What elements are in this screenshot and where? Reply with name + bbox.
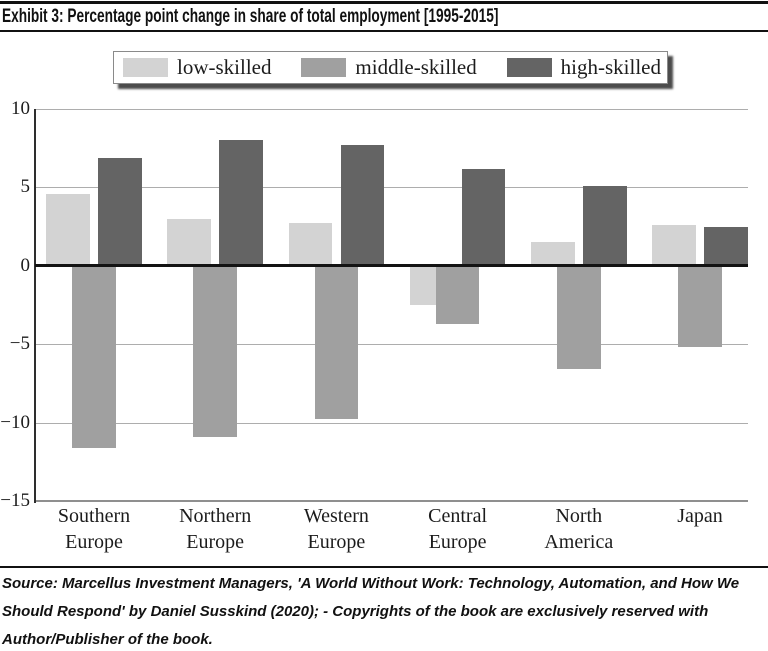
source-line: Source: Marcellus Investment Managers, '… [2, 575, 740, 592]
bar-low-skilled-northern-europe [167, 218, 211, 266]
y-tick-label: −10 [0, 411, 30, 433]
bar-high-skilled-western-europe [340, 145, 385, 266]
legend-item-middle-skilled: middle-skilled [301, 55, 477, 79]
bar-middle-skilled-central-europe [435, 265, 480, 324]
legend-label-high-skilled: high-skilled [560, 55, 661, 79]
bar-low-skilled-western-europe [288, 223, 333, 266]
bar-middle-skilled-japan [678, 265, 722, 348]
chart-legend: low-skilled middle-skilled high-skilled [113, 51, 668, 84]
x-category-label: Southern Europe [57, 505, 131, 553]
gridline [35, 108, 748, 110]
source-line: Author/Publisher of the book. [2, 631, 213, 648]
x-category-label: Western Europe [303, 505, 369, 553]
top-rule [0, 1, 768, 4]
y-tick-label: 0 [20, 254, 31, 276]
bar-low-skilled-southern-europe [46, 193, 90, 266]
zero-axis-line [35, 264, 748, 268]
bar-low-skilled-north-america [531, 242, 575, 266]
y-tick-label: −5 [9, 333, 30, 355]
source-line: Should Respond' by Daniel Susskind (2020… [2, 603, 709, 620]
bar-middle-skilled-northern-europe [193, 265, 237, 437]
page-title: Exhibit 3: Percentage point change in sh… [2, 6, 499, 27]
bar-high-skilled-southern-europe [98, 157, 142, 266]
legend-label-low-skilled: low-skilled [177, 55, 272, 79]
bar-middle-skilled-north-america [557, 265, 601, 370]
y-axis-line [34, 108, 36, 503]
legend-item-low-skilled: low-skilled [123, 57, 272, 78]
title-underline-rule [0, 30, 768, 32]
x-category-label: Central Europe [428, 505, 488, 553]
bar-high-skilled-japan [704, 226, 748, 266]
bar-high-skilled-central-europe [461, 168, 506, 266]
source-divider-rule [0, 566, 768, 568]
x-category-label: Japan [677, 505, 723, 527]
y-tick-label: 5 [20, 176, 31, 198]
bar-high-skilled-northern-europe [219, 140, 263, 266]
middle-skilled-swatch-icon [301, 58, 347, 77]
y-tick-label: 10 [11, 97, 30, 119]
gridline [35, 344, 748, 346]
bar-middle-skilled-western-europe [314, 265, 359, 420]
high-skilled-swatch-icon [506, 58, 552, 77]
legend-item-high-skilled: high-skilled [506, 55, 661, 79]
gridline [35, 422, 748, 424]
x-category-label: Northern Europe [179, 505, 252, 553]
bar-high-skilled-north-america [583, 185, 627, 266]
legend-label-middle-skilled: middle-skilled [355, 55, 477, 79]
low-skilled-swatch-icon [123, 58, 168, 77]
x-category-label: North America [544, 505, 614, 553]
y-tick-label: −15 [0, 489, 30, 511]
source-attribution: Source: Marcellus Investment Managers, '… [2, 570, 768, 651]
bar-low-skilled-japan [652, 224, 696, 266]
gridline [35, 187, 748, 189]
bar-middle-skilled-southern-europe [72, 265, 116, 448]
plot-bottom-gridline [35, 499, 748, 502]
